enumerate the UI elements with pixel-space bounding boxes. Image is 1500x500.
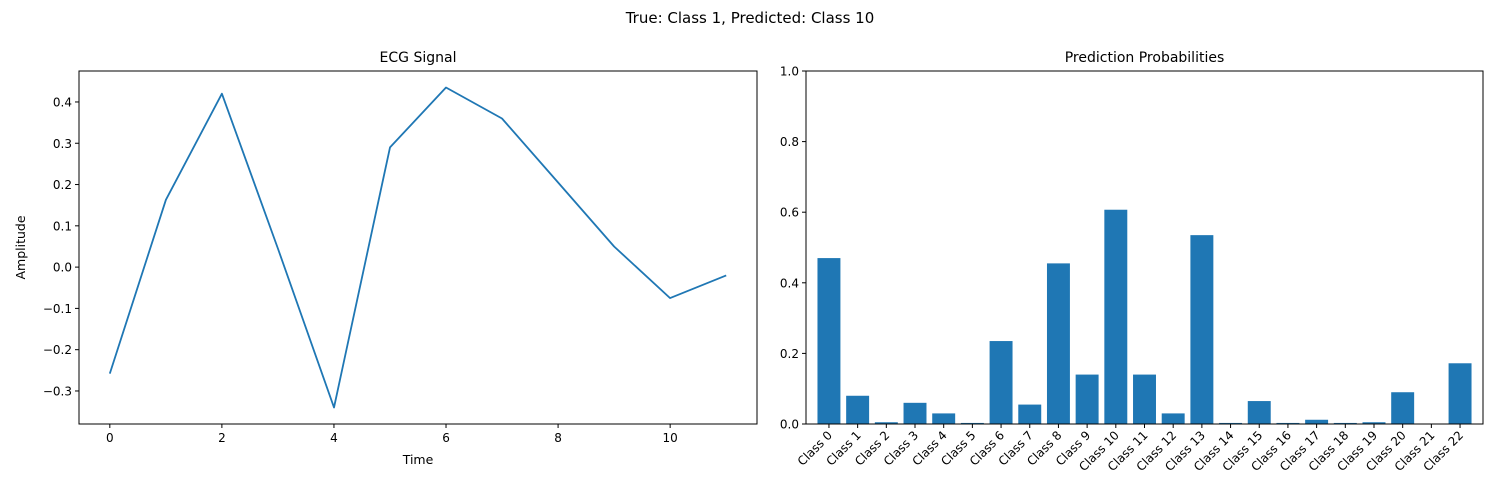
- probability-bar: [1362, 422, 1386, 424]
- probability-bar: [1046, 263, 1070, 424]
- probability-bars: [817, 209, 1472, 424]
- probabilities-y-ticks: 0.0 0.2 0.4 0.6 0.8 1.0: [780, 65, 806, 432]
- ecg-signal-line: [108, 86, 727, 409]
- probability-bar: [903, 402, 927, 424]
- probability-bar: [1448, 363, 1472, 424]
- probabilities-y-tick-label: 0.6: [780, 206, 799, 220]
- probability-bar: [1247, 401, 1271, 424]
- probabilities-y-tick-label: 0.8: [780, 135, 799, 149]
- ecg-y-tick-label: 0.1: [53, 219, 72, 233]
- probabilities-y-tick-label: 0.4: [780, 276, 799, 290]
- probability-bar: [874, 422, 898, 424]
- probabilities-axes-frame: [805, 70, 1484, 425]
- ecg-y-tick-label: 0.4: [53, 95, 72, 109]
- probability-bar: [1305, 419, 1329, 424]
- probability-bar: [1133, 374, 1156, 424]
- probability-bar: [1075, 374, 1099, 424]
- probability-bar: [932, 413, 956, 424]
- ecg-x-tick-label: 4: [330, 431, 338, 445]
- probabilities-y-tick-label: 1.0: [780, 65, 799, 79]
- ecg-y-tick-label: 0.3: [53, 137, 72, 151]
- ecg-x-tick-label: 0: [106, 431, 114, 445]
- figure-suptitle: True: Class 1, Predicted: Class 10: [625, 9, 875, 27]
- ecg-y-tick-label: −0.2: [43, 343, 72, 357]
- ecg-y-tick-label: −0.3: [43, 384, 72, 398]
- probabilities-y-tick-label: 0.0: [780, 418, 799, 432]
- probability-bar: [817, 258, 841, 424]
- ecg-y-axis-label: Amplitude: [13, 215, 28, 279]
- ecg-signal-chart: ECG Signal −0.3 −0.2 −0.1 0.0 0.1 0.2 0.3 0.4 0…: [13, 50, 758, 467]
- ecg-x-ticks: 0 2 4 6 8 10: [106, 424, 678, 445]
- ecg-y-tick-label: 0.2: [53, 178, 72, 192]
- ecg-axes-frame: [78, 70, 758, 425]
- probability-bar: [1276, 422, 1300, 424]
- ecg-x-tick-label: 2: [218, 431, 226, 445]
- probabilities-y-tick-label: 0.2: [780, 347, 799, 361]
- prediction-probabilities-chart: Prediction Probabilities 0.0 0.2 0.4 0.6 0.8…: [780, 50, 1484, 474]
- ecg-y-ticks: −0.3 −0.2 −0.1 0.0 0.1 0.2 0.3 0.4: [43, 95, 79, 398]
- ecg-x-tick-label: 10: [663, 431, 678, 445]
- ecg-y-tick-label: 0.0: [53, 261, 72, 275]
- probability-bar: [1018, 404, 1042, 424]
- probability-bar: [1333, 422, 1357, 424]
- ecg-x-tick-label: 8: [554, 431, 562, 445]
- probabilities-chart-title: Prediction Probabilities: [1065, 50, 1225, 66]
- ecg-y-tick-label: −0.1: [43, 302, 72, 316]
- probability-bar: [1104, 209, 1128, 424]
- probability-bar: [989, 341, 1013, 424]
- ecg-chart-title: ECG Signal: [380, 50, 457, 66]
- probability-bar: [960, 422, 984, 424]
- ecg-x-tick-label: 6: [442, 431, 450, 445]
- probability-bar: [1219, 422, 1243, 424]
- ecg-x-axis-label: Time: [402, 452, 434, 467]
- probability-bar: [846, 395, 870, 424]
- probability-bar: [1161, 413, 1185, 424]
- probability-bar: [1190, 235, 1214, 424]
- probability-bar: [1391, 392, 1415, 424]
